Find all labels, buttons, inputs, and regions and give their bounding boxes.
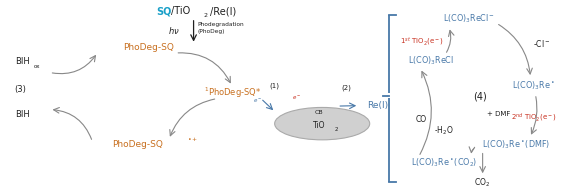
Text: /TiO: /TiO — [171, 6, 191, 16]
Text: SQ: SQ — [156, 6, 171, 16]
Text: $^{\bullet+}$: $^{\bullet+}$ — [187, 136, 198, 145]
Text: L(CO)$_3$Re$^\bullet$: L(CO)$_3$Re$^\bullet$ — [512, 79, 554, 92]
Text: Phodegradation: Phodegradation — [197, 22, 244, 27]
Text: CB: CB — [315, 110, 324, 115]
Text: 2: 2 — [334, 127, 338, 132]
Text: /Re(I): /Re(I) — [210, 6, 237, 16]
Circle shape — [275, 108, 370, 140]
Text: (2): (2) — [341, 84, 351, 91]
Text: (PhoDeg): (PhoDeg) — [197, 29, 225, 34]
Text: $e^-$: $e^-$ — [292, 94, 302, 102]
Text: $e^-$: $e^-$ — [253, 97, 263, 105]
Text: CO$_2$: CO$_2$ — [475, 176, 491, 189]
Text: -Cl$^-$: -Cl$^-$ — [533, 38, 550, 49]
Text: 2$^{nd}$ TiO$_2$(e$^-$): 2$^{nd}$ TiO$_2$(e$^-$) — [511, 112, 557, 124]
Text: (3): (3) — [15, 85, 26, 94]
Text: L(CO)$_3$Re$^\bullet$(DMF): L(CO)$_3$Re$^\bullet$(DMF) — [482, 138, 550, 151]
Text: L(CO)$_3$Re$^\bullet$(CO$_2$): L(CO)$_3$Re$^\bullet$(CO$_2$) — [411, 157, 477, 169]
Text: $^1$PhoDeg-SQ*: $^1$PhoDeg-SQ* — [204, 86, 261, 100]
Text: 2: 2 — [203, 13, 207, 18]
Text: L(CO)$_3$ReCl$^-$: L(CO)$_3$ReCl$^-$ — [443, 12, 495, 25]
Text: Re(I): Re(I) — [367, 101, 388, 110]
Text: $h\nu$: $h\nu$ — [168, 25, 180, 36]
Text: -H$_2$O: -H$_2$O — [434, 124, 454, 137]
Text: PhoDeg-SQ: PhoDeg-SQ — [123, 43, 174, 52]
Text: ox: ox — [34, 64, 41, 69]
Text: BIH: BIH — [15, 57, 29, 66]
Text: (1): (1) — [270, 82, 279, 89]
Text: L(CO)$_3$ReCl: L(CO)$_3$ReCl — [408, 55, 454, 67]
Text: CO: CO — [416, 115, 427, 124]
Text: PhoDeg-SQ: PhoDeg-SQ — [112, 140, 163, 149]
Text: TiO: TiO — [313, 121, 325, 130]
Text: (4): (4) — [473, 91, 488, 101]
Text: BIH: BIH — [15, 110, 29, 119]
Text: + DMF: + DMF — [487, 111, 511, 117]
Text: 1$^{st}$ TiO$_2$(e$^-$): 1$^{st}$ TiO$_2$(e$^-$) — [399, 35, 444, 47]
